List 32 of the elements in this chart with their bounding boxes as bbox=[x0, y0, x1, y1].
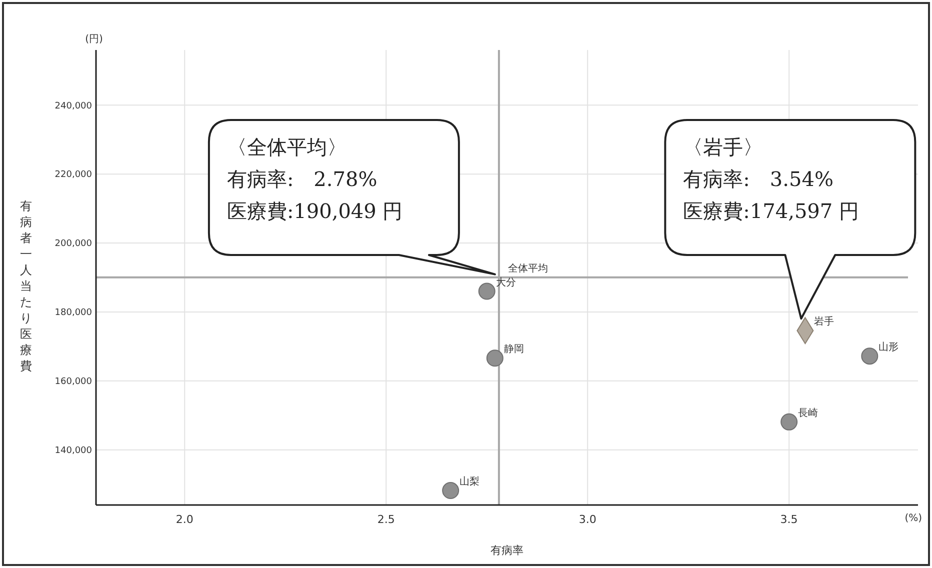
point bbox=[486, 350, 504, 367]
y-tick-label: 220,000 bbox=[54, 170, 92, 180]
annotation: 有病率: 3.54% bbox=[683, 167, 834, 191]
x-tick-label: 2.5 bbox=[377, 513, 395, 526]
x-tick-label: 3.5 bbox=[780, 513, 798, 526]
point bbox=[780, 413, 798, 430]
annotation: 〈全体平均〉 bbox=[226, 135, 347, 159]
y-tick-label: 200,000 bbox=[54, 239, 92, 250]
annotation: 長崎 bbox=[798, 406, 818, 419]
point bbox=[861, 348, 878, 365]
annotation: 〈岩手〉 bbox=[683, 135, 764, 159]
annotation: 静岡 bbox=[504, 343, 524, 356]
x-tick-label: 3.0 bbox=[578, 513, 596, 526]
y-tick-label: 180,000 bbox=[54, 308, 92, 318]
y-tick-label: 160,000 bbox=[54, 377, 92, 388]
x-tick-label: 2.0 bbox=[176, 513, 194, 526]
text: (%) bbox=[904, 513, 922, 524]
annotation: 大分 bbox=[496, 276, 516, 288]
text: 有病者一人当たり医療費 bbox=[20, 199, 32, 373]
annotation: 有病率: 2.78% bbox=[226, 167, 378, 191]
annotation: 山梨 bbox=[460, 476, 480, 488]
y-tick-label: 240,000 bbox=[54, 101, 92, 112]
x-axis-title: 有病率 bbox=[490, 544, 524, 557]
annotation: 全体平均 bbox=[508, 262, 548, 274]
point bbox=[478, 282, 496, 300]
annotation: 医療費:174,597 円 bbox=[683, 199, 859, 223]
annotation: 山形 bbox=[878, 341, 899, 354]
text: (円) bbox=[85, 34, 103, 45]
annotation: 岩手 bbox=[814, 316, 834, 328]
annotation: 医療費:190,049 円 bbox=[226, 199, 403, 223]
y-tick-label: 140,000 bbox=[54, 446, 92, 456]
point bbox=[442, 482, 460, 500]
